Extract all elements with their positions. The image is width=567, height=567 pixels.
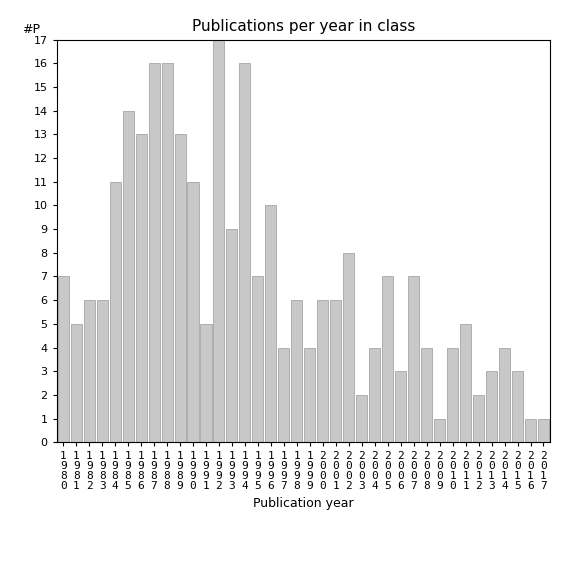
Bar <box>512 371 523 442</box>
Bar <box>278 348 289 442</box>
Bar <box>486 371 497 442</box>
Bar <box>434 418 445 442</box>
Bar <box>162 64 172 442</box>
Bar <box>58 277 69 442</box>
Bar <box>239 64 251 442</box>
Title: Publications per year in class: Publications per year in class <box>192 19 415 35</box>
Bar <box>122 111 134 442</box>
Bar <box>213 40 225 442</box>
Bar <box>149 64 159 442</box>
Bar <box>226 229 238 442</box>
Bar <box>408 277 419 442</box>
Bar <box>447 348 458 442</box>
Bar <box>382 277 393 442</box>
Bar <box>331 300 341 442</box>
Bar <box>188 182 198 442</box>
Bar <box>84 300 95 442</box>
Bar <box>96 300 108 442</box>
X-axis label: Publication year: Publication year <box>253 497 354 510</box>
Bar <box>175 134 185 442</box>
Bar <box>318 300 328 442</box>
Bar <box>343 253 354 442</box>
Bar <box>252 277 264 442</box>
Bar <box>71 324 82 442</box>
Bar <box>473 395 484 442</box>
Bar <box>499 348 510 442</box>
Bar <box>525 418 536 442</box>
Text: #P: #P <box>22 23 40 36</box>
Bar <box>538 418 549 442</box>
Bar <box>265 205 276 442</box>
Bar <box>421 348 432 442</box>
Bar <box>304 348 315 442</box>
Bar <box>291 300 302 442</box>
Bar <box>460 324 471 442</box>
Bar <box>369 348 380 442</box>
Bar <box>136 134 147 442</box>
Bar <box>201 324 211 442</box>
Bar <box>356 395 367 442</box>
Bar <box>109 182 121 442</box>
Bar <box>395 371 406 442</box>
